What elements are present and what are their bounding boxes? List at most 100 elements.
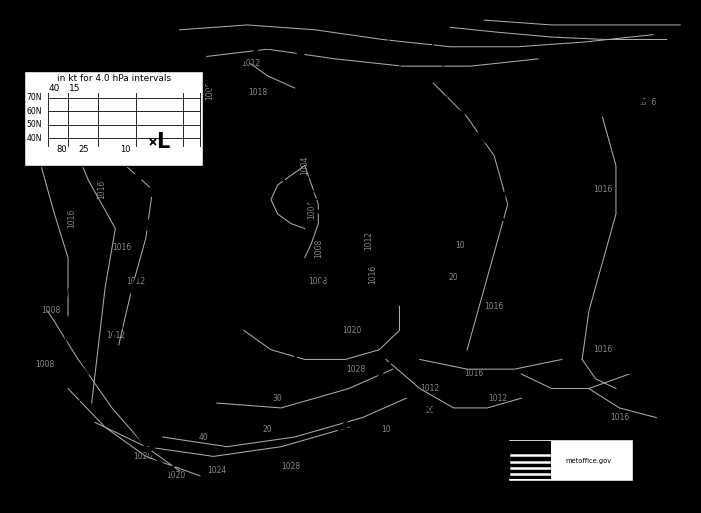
Text: 1012: 1012 bbox=[365, 231, 374, 250]
Polygon shape bbox=[308, 199, 317, 204]
Text: L: L bbox=[51, 331, 64, 351]
Text: 1008: 1008 bbox=[35, 360, 54, 369]
Circle shape bbox=[252, 119, 262, 125]
Text: 1008: 1008 bbox=[314, 239, 322, 258]
Text: 1004: 1004 bbox=[300, 156, 309, 175]
Circle shape bbox=[145, 158, 154, 164]
Text: 40: 40 bbox=[198, 432, 208, 442]
Polygon shape bbox=[170, 220, 176, 227]
Text: 1016: 1016 bbox=[593, 185, 612, 194]
Circle shape bbox=[580, 65, 591, 72]
Text: 1012: 1012 bbox=[126, 278, 145, 286]
Polygon shape bbox=[229, 63, 238, 69]
Text: 1028: 1028 bbox=[346, 365, 365, 373]
Text: 1016: 1016 bbox=[593, 345, 612, 354]
Text: 1018: 1018 bbox=[248, 88, 267, 97]
Text: L: L bbox=[430, 399, 443, 419]
Text: 50N: 50N bbox=[27, 121, 42, 129]
Polygon shape bbox=[497, 150, 507, 156]
Circle shape bbox=[611, 53, 621, 60]
Circle shape bbox=[651, 43, 662, 51]
Text: H: H bbox=[458, 171, 476, 191]
Circle shape bbox=[172, 235, 180, 241]
Text: 1029: 1029 bbox=[259, 363, 297, 377]
Text: 1016: 1016 bbox=[448, 208, 486, 222]
Text: 10: 10 bbox=[381, 425, 390, 434]
Circle shape bbox=[280, 386, 289, 391]
Text: 1016: 1016 bbox=[610, 413, 629, 422]
Text: 1019: 1019 bbox=[529, 179, 568, 193]
Text: 30: 30 bbox=[273, 394, 283, 403]
Text: 1019: 1019 bbox=[624, 363, 662, 377]
Text: 1017: 1017 bbox=[624, 130, 662, 145]
Text: in kt for 4.0 hPa intervals: in kt for 4.0 hPa intervals bbox=[57, 74, 171, 83]
Polygon shape bbox=[368, 95, 376, 103]
Polygon shape bbox=[116, 321, 122, 328]
Polygon shape bbox=[498, 214, 505, 221]
Text: 1020: 1020 bbox=[343, 326, 362, 335]
Text: 999: 999 bbox=[277, 227, 306, 242]
Text: 1016: 1016 bbox=[112, 244, 132, 252]
Text: 1016: 1016 bbox=[484, 302, 504, 310]
Circle shape bbox=[132, 221, 139, 227]
Circle shape bbox=[247, 158, 254, 164]
Polygon shape bbox=[411, 109, 419, 117]
Text: 1016: 1016 bbox=[464, 369, 484, 379]
Polygon shape bbox=[423, 322, 429, 331]
Circle shape bbox=[212, 152, 222, 160]
Text: 1002: 1002 bbox=[224, 130, 264, 145]
Text: 1022: 1022 bbox=[137, 218, 175, 232]
Polygon shape bbox=[318, 287, 325, 294]
Text: 40N: 40N bbox=[27, 134, 42, 143]
Circle shape bbox=[550, 77, 560, 85]
Text: 1008: 1008 bbox=[41, 306, 61, 315]
Circle shape bbox=[125, 187, 133, 193]
Text: 1028: 1028 bbox=[282, 462, 301, 470]
Circle shape bbox=[232, 133, 242, 140]
Circle shape bbox=[191, 172, 201, 179]
Polygon shape bbox=[127, 418, 136, 423]
Polygon shape bbox=[291, 365, 299, 371]
Polygon shape bbox=[342, 423, 348, 432]
Text: 1016: 1016 bbox=[368, 265, 377, 284]
Text: H: H bbox=[540, 142, 557, 162]
Circle shape bbox=[496, 113, 506, 121]
Text: 15: 15 bbox=[69, 85, 81, 93]
Text: 1016: 1016 bbox=[448, 140, 486, 154]
Text: H: H bbox=[634, 93, 652, 113]
Text: 1016: 1016 bbox=[67, 209, 76, 228]
Polygon shape bbox=[166, 466, 175, 471]
Text: 20: 20 bbox=[449, 272, 458, 282]
Polygon shape bbox=[205, 82, 214, 88]
Text: 1024: 1024 bbox=[207, 466, 226, 476]
Text: H: H bbox=[147, 181, 165, 201]
Text: L: L bbox=[237, 93, 250, 113]
Polygon shape bbox=[273, 175, 281, 181]
Polygon shape bbox=[328, 74, 337, 81]
Polygon shape bbox=[149, 253, 156, 261]
Text: H: H bbox=[634, 326, 652, 346]
Text: 1012: 1012 bbox=[69, 489, 108, 503]
Polygon shape bbox=[366, 389, 372, 398]
Polygon shape bbox=[136, 172, 141, 180]
Text: 1016: 1016 bbox=[637, 98, 656, 107]
Polygon shape bbox=[129, 287, 135, 295]
Text: 1006: 1006 bbox=[253, 37, 296, 52]
Polygon shape bbox=[298, 51, 307, 56]
Polygon shape bbox=[322, 450, 328, 459]
Bar bbox=[508, 440, 633, 481]
Text: 20: 20 bbox=[425, 406, 435, 415]
Polygon shape bbox=[109, 355, 116, 361]
Text: H: H bbox=[269, 326, 287, 346]
Text: 25: 25 bbox=[79, 145, 89, 154]
Text: 1008: 1008 bbox=[205, 81, 215, 100]
Polygon shape bbox=[129, 204, 136, 209]
Text: L: L bbox=[156, 132, 170, 152]
Polygon shape bbox=[185, 227, 190, 235]
Polygon shape bbox=[481, 250, 488, 259]
Text: 1004: 1004 bbox=[307, 200, 316, 219]
Text: 1008: 1008 bbox=[308, 278, 328, 286]
Text: 1012: 1012 bbox=[488, 394, 507, 403]
Polygon shape bbox=[147, 447, 156, 451]
Text: L: L bbox=[285, 190, 298, 210]
